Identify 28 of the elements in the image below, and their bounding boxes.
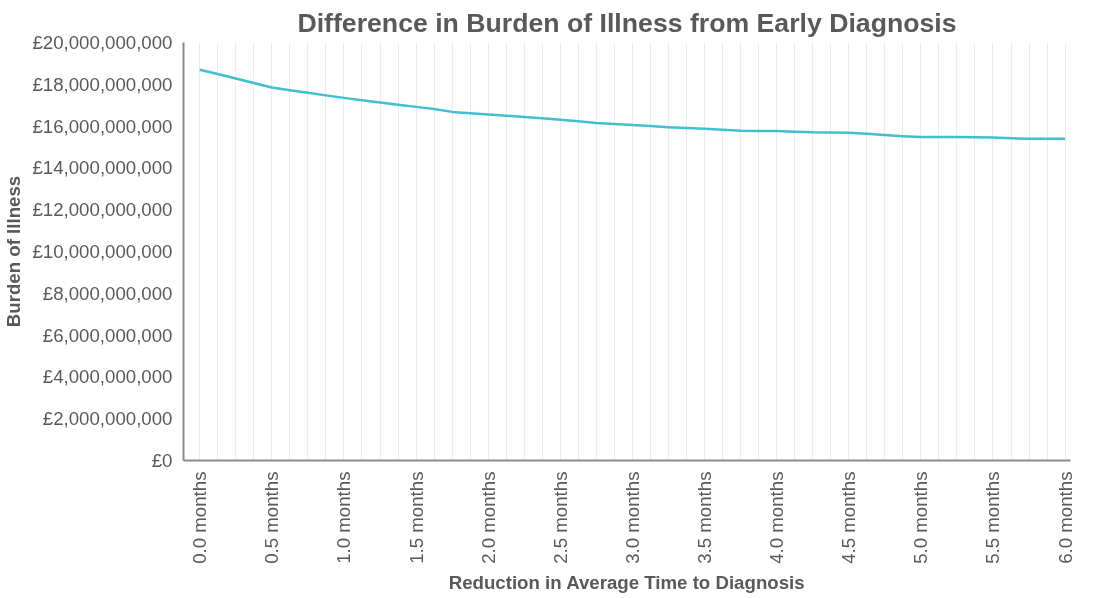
y-tick-label: £12,000,000,000 bbox=[32, 199, 173, 221]
x-tick-label: 0.0 months bbox=[189, 471, 211, 564]
y-tick-label: £4,000,000,000 bbox=[42, 366, 173, 388]
x-tick-label: 2.0 months bbox=[477, 471, 499, 564]
y-tick-label: £18,000,000,000 bbox=[32, 73, 173, 95]
y-axis-title: Burden of Illness bbox=[3, 175, 25, 328]
y-tick-label: £20,000,000,000 bbox=[32, 32, 173, 53]
x-tick-label: 5.5 months bbox=[982, 471, 1004, 564]
y-tick-label: £10,000,000,000 bbox=[32, 241, 173, 262]
chart-title: Difference in Burden of Illness from Early Diagnosis bbox=[297, 7, 957, 38]
x-tick-label: 2.5 months bbox=[549, 471, 571, 564]
y-tick-label: £16,000,000,000 bbox=[32, 115, 173, 137]
x-tick-label: 1.5 months bbox=[405, 471, 427, 564]
x-axis-title: Reduction in Average Time to Diagnosis bbox=[448, 571, 805, 593]
x-tick-label: 4.0 months bbox=[766, 471, 788, 564]
line-series bbox=[198, 68, 1067, 141]
y-tick-label: £2,000,000,000 bbox=[42, 408, 173, 430]
x-tick-label: 4.5 months bbox=[838, 471, 860, 564]
y-tick-label: £8,000,000,000 bbox=[42, 282, 173, 304]
x-tick-label: 5.0 months bbox=[910, 471, 932, 564]
y-tick-label: £0 bbox=[151, 450, 173, 471]
x-tick-label: 6.0 months bbox=[1054, 471, 1076, 564]
y-tick-label: £6,000,000,000 bbox=[42, 324, 173, 346]
x-tick-label: 0.5 months bbox=[261, 471, 283, 564]
y-tick-label: £14,000,000,000 bbox=[32, 157, 173, 179]
x-tick-label: 3.0 months bbox=[621, 471, 643, 564]
x-tick-label: 1.0 months bbox=[333, 471, 355, 564]
x-tick-label: 3.5 months bbox=[694, 471, 716, 564]
